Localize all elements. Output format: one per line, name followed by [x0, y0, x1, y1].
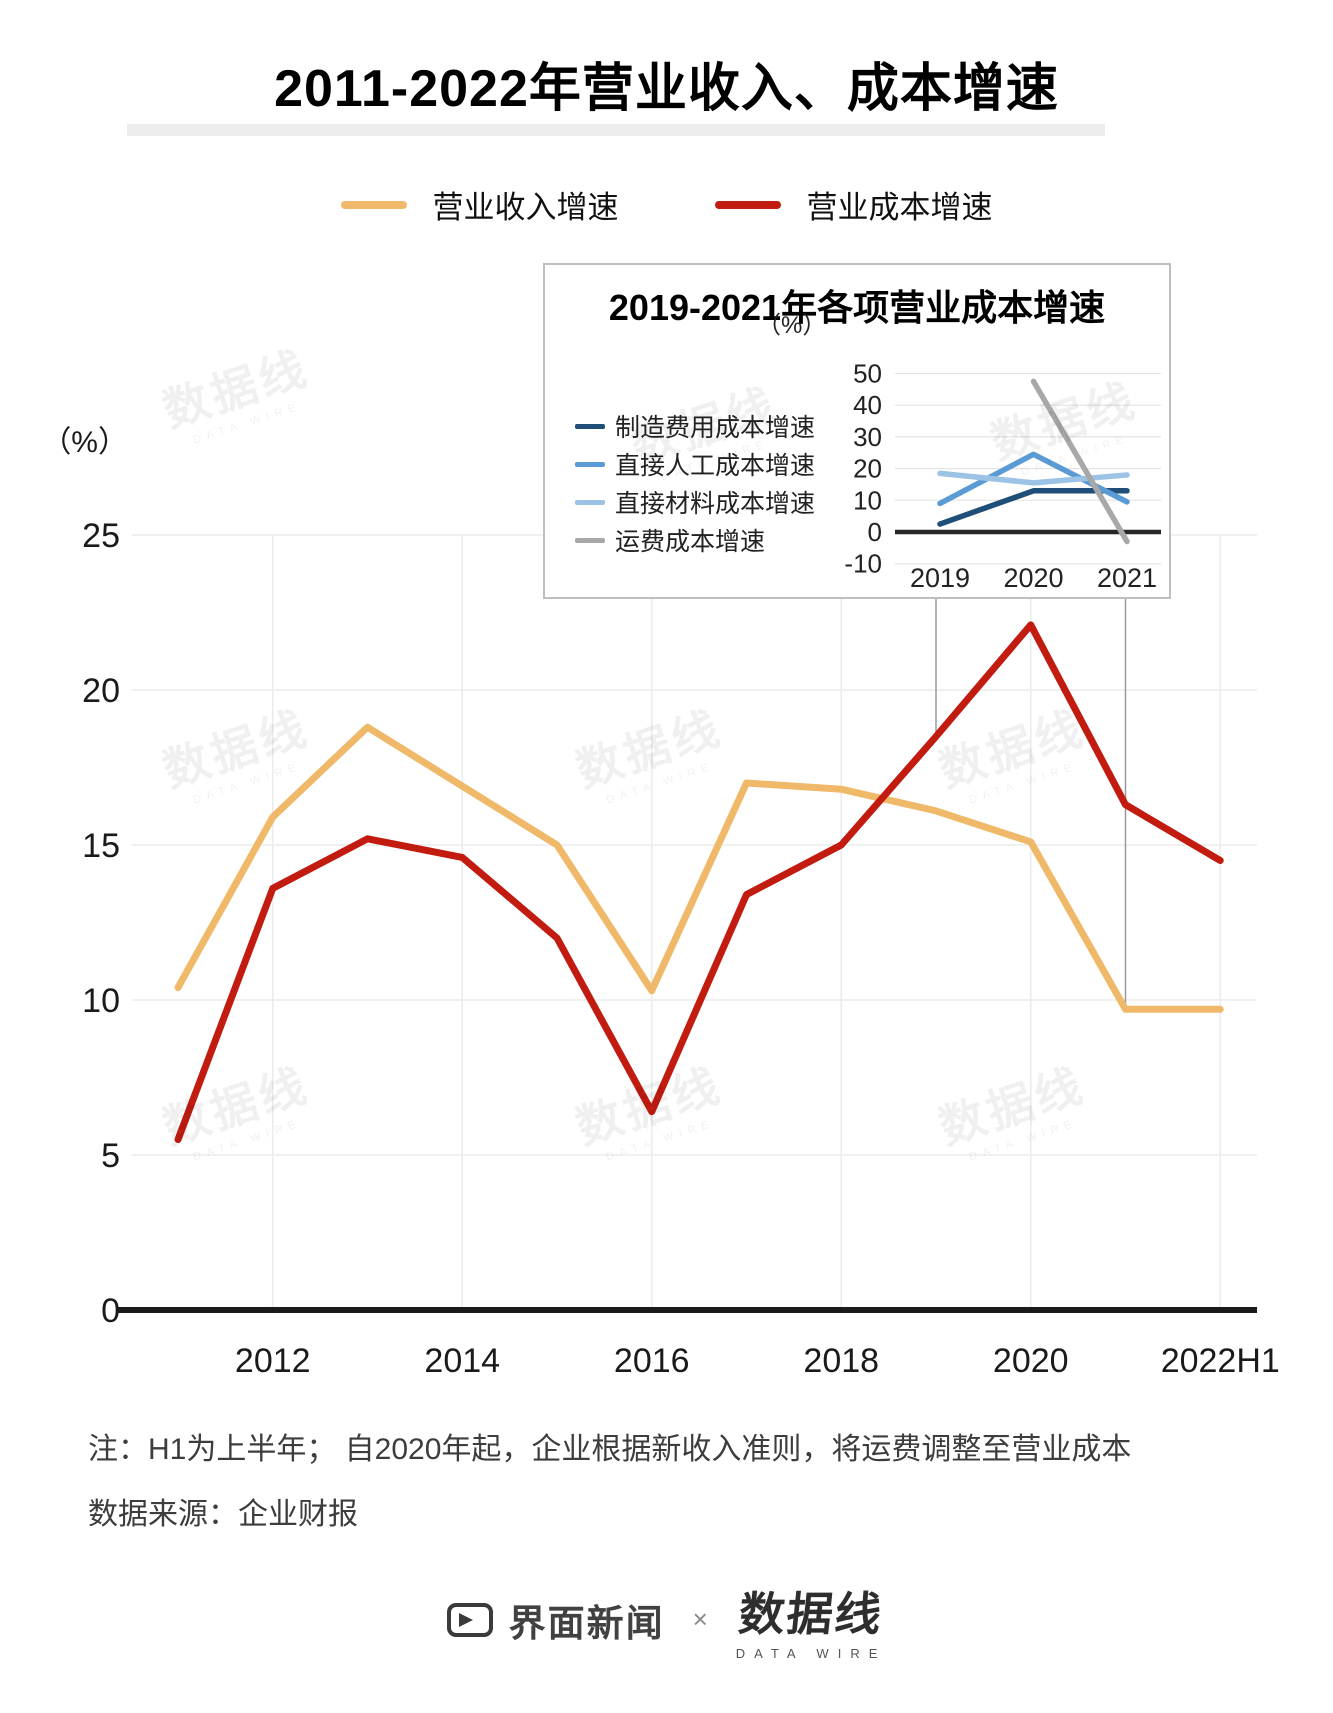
- multiply-separator: ×: [692, 1604, 708, 1634]
- legend-label-cost: 营业成本增速: [806, 190, 993, 225]
- materials-line-swatch: [575, 499, 605, 505]
- inset-legend-label: 直接材料成本增速: [615, 490, 816, 518]
- inset-legend-label: 制造费用成本增速: [615, 414, 816, 442]
- inset-y-tick-label: 40: [853, 390, 882, 420]
- inset-x-tick-label: 2019: [910, 563, 970, 593]
- inset-y-tick-label: 20: [853, 454, 882, 484]
- manufacturing-line-swatch: [575, 423, 605, 429]
- jiemian-logo: 界面新闻: [446, 1593, 665, 1647]
- data-source: 数据来源：企业财报: [88, 1498, 358, 1531]
- jiemian-camera-icon: [446, 1602, 493, 1637]
- inset-series-line-2: [937, 470, 1130, 486]
- cost-line-swatch: [714, 200, 781, 209]
- inset-x-tick-label: 2021: [1097, 563, 1157, 593]
- inset-legend-item-labor: 直接人工成本增速: [575, 445, 815, 483]
- revenue-line-swatch: [340, 200, 407, 209]
- main-legend: 营业收入增速 营业成本增速: [0, 182, 1333, 227]
- inset-y-tick-label: 0: [868, 517, 882, 547]
- labor-line-swatch: [575, 461, 605, 467]
- y-axis-tick-label: 15: [82, 827, 120, 865]
- x-axis-tick-label: 2012: [235, 1342, 311, 1380]
- inset-unit-label: （%）: [757, 312, 827, 339]
- inset-panel: 2019-2021年各项营业成本增速 （%） 制造费用成本增速 直接人工成本增速…: [543, 263, 1171, 599]
- datawire-logo-en: DATA WIRE: [735, 1646, 887, 1661]
- jiemian-logo-text: 界面新闻: [508, 1602, 665, 1644]
- inset-legend-label: 运费成本增速: [615, 528, 766, 556]
- x-axis-tick-label: 2022H1: [1161, 1342, 1280, 1380]
- footnote: 注：H1为上半年； 自2020年起，企业根据新收入准则，将运费调整至营业成本: [88, 1433, 1132, 1466]
- inset-y-tick-label: 10: [853, 485, 882, 515]
- inset-legend-item-manufacturing: 制造费用成本增速: [575, 407, 815, 445]
- y-axis-tick-label: 0: [101, 1292, 120, 1330]
- inset-y-tick-label: 50: [853, 359, 882, 389]
- main-series-line-0: [174, 723, 1224, 1013]
- y-axis-tick-label: 10: [82, 982, 120, 1020]
- legend-label-revenue: 营业收入增速: [432, 190, 619, 225]
- inset-legend: 制造费用成本增速 直接人工成本增速 直接材料成本增速 运费成本增速: [575, 407, 815, 559]
- inset-series-line-3: [1030, 378, 1130, 545]
- inset-y-tick-label: -10: [844, 549, 882, 579]
- x-axis-tick-label: 2020: [993, 1342, 1069, 1380]
- datawire-logo: 数据线 DATA WIRE: [736, 1578, 887, 1661]
- inset-legend-label: 直接人工成本增速: [615, 452, 816, 480]
- inset-title: 2019-2021年各项营业成本增速: [608, 287, 1106, 328]
- y-axis-tick-label: 20: [82, 672, 120, 710]
- title-underline-rule: [127, 124, 1105, 136]
- x-axis-tick-label: 2018: [803, 1342, 879, 1380]
- main-series-line-1: [174, 621, 1224, 1143]
- legend-item-cost: 营业成本增速: [714, 182, 993, 227]
- inset-legend-item-freight: 运费成本增速: [575, 521, 815, 559]
- footer-logos: 界面新闻 × 数据线 DATA WIRE: [0, 1578, 1333, 1661]
- x-axis-tick-label: 2014: [424, 1342, 500, 1380]
- freight-line-swatch: [575, 537, 605, 543]
- inset-y-tick-label: 30: [853, 422, 882, 452]
- inset-legend-item-materials: 直接材料成本增速: [575, 483, 815, 521]
- y-axis-unit-label: （%）: [41, 426, 128, 459]
- legend-item-revenue: 营业收入增速: [340, 182, 619, 227]
- inset-x-tick-label: 2020: [1003, 563, 1063, 593]
- page-title: 2011-2022年营业收入、成本增速: [274, 60, 1059, 118]
- y-axis-tick-label: 25: [82, 517, 120, 555]
- y-axis-tick-label: 5: [101, 1137, 120, 1175]
- x-axis-tick-label: 2016: [614, 1342, 690, 1380]
